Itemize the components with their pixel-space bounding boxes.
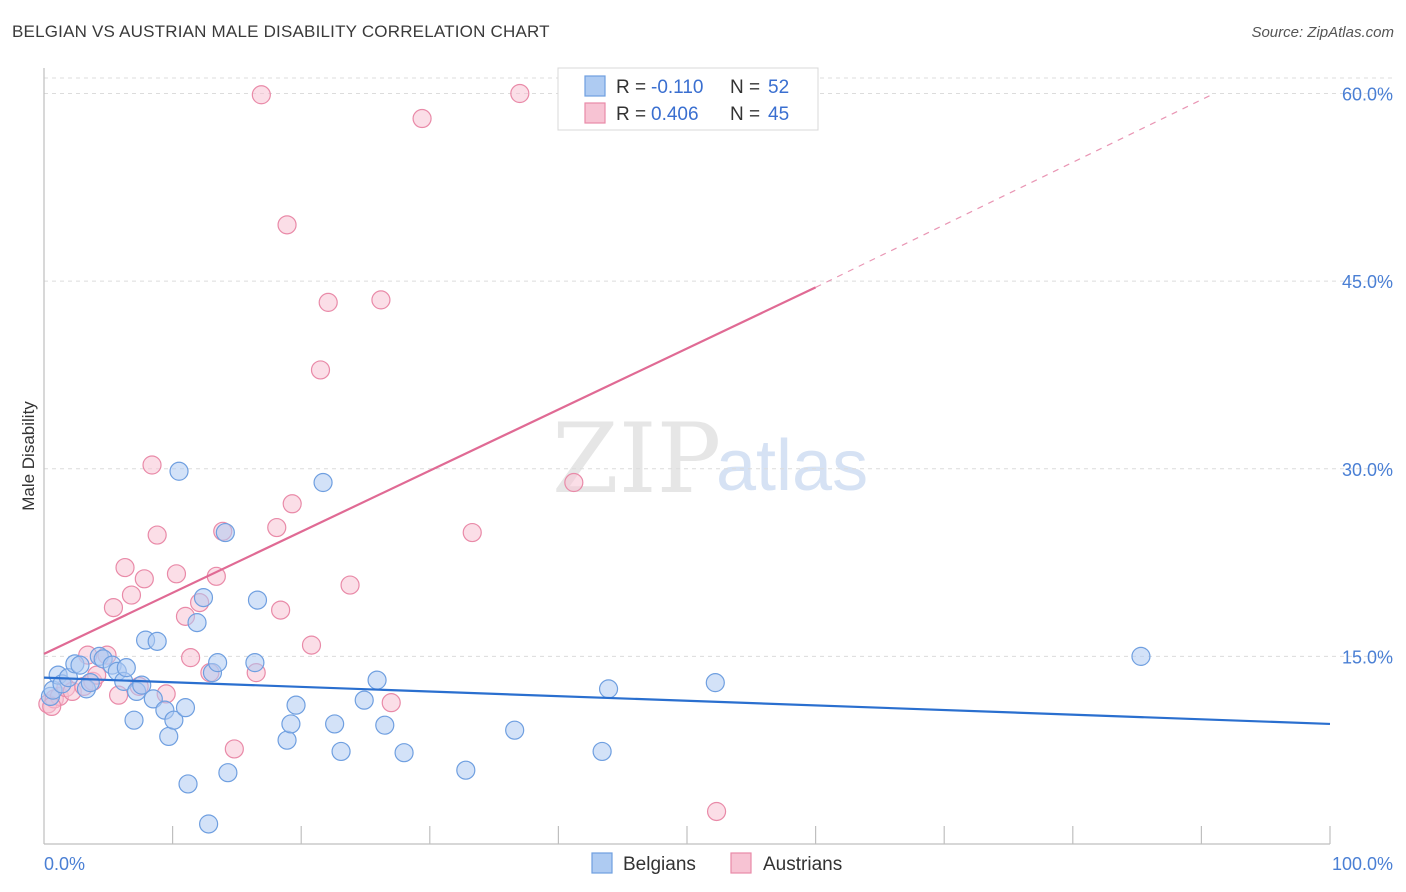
austrian-point bbox=[706, 801, 727, 822]
belgian-point bbox=[325, 714, 345, 734]
series-legend: Belgians Austrians bbox=[591, 852, 842, 875]
austrian-point bbox=[510, 83, 530, 104]
belgian-point bbox=[175, 698, 196, 718]
austrian-point bbox=[115, 557, 135, 578]
belgian-point bbox=[116, 658, 136, 678]
belgian-point bbox=[354, 690, 374, 710]
x-tick-label-max: 100.0% bbox=[1332, 854, 1393, 874]
austrian-point bbox=[318, 292, 338, 312]
austrian-trend-extension bbox=[815, 92, 1215, 288]
belgian-point bbox=[277, 730, 297, 750]
gridlines bbox=[44, 77, 1393, 657]
belgian-point bbox=[375, 715, 395, 735]
belgian-point bbox=[598, 679, 619, 699]
austrian-point bbox=[267, 517, 287, 538]
y-tick-labels: 15.0% 30.0% 45.0% 60.0% bbox=[1342, 85, 1393, 668]
belgian-point bbox=[147, 631, 167, 651]
belgian-point bbox=[164, 710, 184, 730]
belgian-point bbox=[592, 741, 612, 762]
belgian-point bbox=[199, 814, 219, 834]
belgian-point bbox=[245, 653, 265, 673]
correlation-legend: R = -0.110 N = 52 R = 0.406 N = 45 bbox=[557, 67, 819, 131]
belgian-point bbox=[286, 695, 306, 715]
austrian-point bbox=[282, 494, 302, 514]
belgian-point bbox=[281, 714, 301, 734]
bottom-legend-swatch-austrians[interactable] bbox=[730, 852, 752, 874]
belgian-point bbox=[456, 760, 476, 780]
austrian-point bbox=[224, 739, 244, 759]
austrian-point bbox=[462, 522, 482, 543]
y-axis-title: Male Disability bbox=[19, 401, 38, 511]
belgian-point bbox=[313, 472, 333, 493]
belgian-point bbox=[169, 461, 189, 481]
belgian-point bbox=[218, 763, 238, 783]
belgian-point bbox=[124, 710, 144, 730]
belgian-point bbox=[143, 689, 163, 709]
legend-r-label-belgians: R = bbox=[616, 77, 646, 98]
belgian-point bbox=[394, 743, 414, 763]
austrian-point bbox=[340, 575, 360, 595]
belgian-points bbox=[40, 461, 1151, 834]
y-tick-label: 15.0% bbox=[1342, 647, 1393, 667]
legend-r-label-austrians: R = bbox=[616, 104, 646, 125]
belgian-point bbox=[187, 613, 207, 633]
legend-n-label-belgians: N = bbox=[730, 77, 760, 98]
belgian-point bbox=[208, 653, 228, 673]
belgian-point bbox=[1131, 646, 1151, 666]
austrian-point bbox=[310, 360, 331, 380]
belgian-point bbox=[247, 590, 268, 610]
belgian-point bbox=[80, 673, 100, 693]
watermark-atlas: atlas bbox=[716, 426, 868, 506]
bottom-legend-austrians[interactable]: Austrians bbox=[763, 854, 842, 875]
belgian-point bbox=[367, 670, 387, 690]
legend-r-value-austrians: 0.406 bbox=[651, 104, 699, 125]
belgian-point bbox=[159, 726, 179, 747]
austrian-point bbox=[251, 85, 271, 105]
austrian-point bbox=[166, 564, 187, 584]
y-tick-label: 60.0% bbox=[1342, 85, 1393, 105]
austrian-point bbox=[564, 472, 584, 493]
austrian-point bbox=[381, 693, 401, 713]
belgian-point bbox=[705, 673, 725, 693]
austrian-point bbox=[121, 585, 142, 605]
austrian-point bbox=[371, 290, 391, 310]
belgian-point bbox=[331, 741, 351, 762]
austrian-point bbox=[103, 597, 124, 618]
austrian-point bbox=[142, 455, 162, 475]
legend-swatch-belgians bbox=[584, 75, 606, 97]
austrian-point bbox=[147, 525, 167, 545]
source-label: Source: ZipAtlas.com bbox=[1251, 24, 1394, 41]
watermark-zip: ZIP bbox=[552, 403, 721, 515]
austrian-point bbox=[277, 215, 297, 235]
belgian-point bbox=[70, 655, 90, 675]
belgian-point bbox=[505, 720, 525, 740]
x-ticks bbox=[172, 826, 1331, 844]
bottom-legend-swatch-belgians[interactable] bbox=[591, 852, 613, 874]
chart-title: BELGIAN VS AUSTRIAN MALE DISABILITY CORR… bbox=[12, 22, 550, 41]
y-tick-label: 30.0% bbox=[1342, 460, 1393, 480]
trend-lines bbox=[43, 92, 1331, 726]
austrian-point bbox=[181, 648, 201, 668]
belgian-point bbox=[178, 774, 198, 794]
legend-n-value-austrians: 45 bbox=[768, 104, 789, 125]
belgian-point bbox=[215, 522, 235, 543]
legend-r-value-belgians: -0.110 bbox=[651, 77, 703, 98]
x-tick-label-min: 0.0% bbox=[44, 854, 85, 874]
watermark: ZIP atlas bbox=[552, 403, 868, 515]
belgian-trend-line bbox=[43, 676, 1331, 726]
bottom-legend-belgians[interactable]: Belgians bbox=[623, 854, 696, 875]
austrian-point bbox=[412, 108, 432, 129]
austrian-trend-line bbox=[43, 286, 817, 655]
y-tick-label: 45.0% bbox=[1342, 272, 1393, 292]
austrian-point bbox=[271, 600, 291, 620]
austrian-point bbox=[134, 569, 154, 589]
legend-n-value-belgians: 52 bbox=[768, 77, 789, 98]
belgian-point bbox=[193, 587, 214, 608]
legend-n-label-austrians: N = bbox=[730, 104, 760, 125]
legend-swatch-austrians bbox=[584, 102, 606, 124]
austrian-point bbox=[301, 635, 322, 655]
